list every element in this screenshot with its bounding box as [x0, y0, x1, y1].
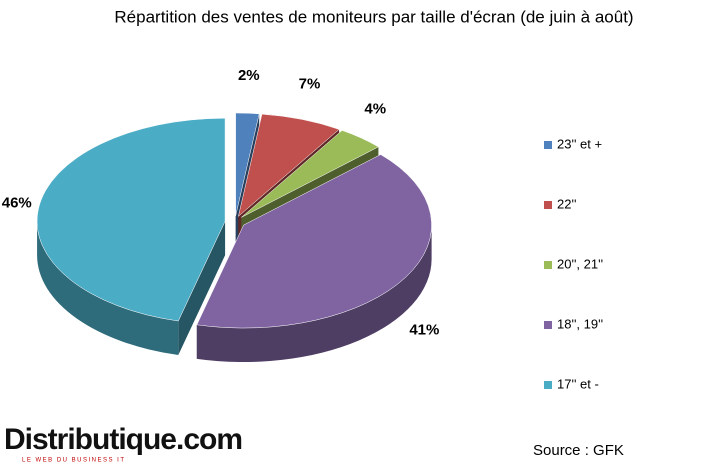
legend-label: 18'', 19'' [557, 316, 603, 331]
data-label: 4% [364, 100, 386, 117]
legend-label: 22'' [557, 196, 576, 211]
slice [235, 112, 260, 217]
legend-label: 20'', 21'' [557, 256, 603, 271]
logo: Distributique.com [4, 423, 242, 456]
slice [237, 113, 340, 218]
data-label: 46% [2, 195, 32, 212]
logo-tagline: LE WEB DU BUSINESS IT [22, 458, 126, 464]
data-label: 7% [299, 75, 321, 92]
slice-side [37, 221, 179, 356]
legend-label: 23'' et + [557, 136, 602, 151]
legend-swatch [544, 201, 552, 209]
chart-title: Répartition des ventes de moniteurs par … [114, 7, 633, 26]
slice [241, 130, 379, 218]
legend-swatch [544, 141, 552, 149]
legend-swatch [544, 261, 552, 269]
legend-swatch [544, 321, 552, 329]
legend-label: 17'' et - [557, 376, 599, 391]
pie: 2% 7% 4% 41% 46% [2, 67, 439, 363]
legend-swatch [544, 381, 552, 389]
source: Source : GFK [533, 442, 624, 459]
legend: 23'' et + 22'' 20'', 21'' 18'', 19'' 17'' et… [544, 136, 603, 391]
data-label: 2% [238, 67, 260, 84]
slice-side [196, 225, 432, 363]
slice [36, 117, 226, 322]
slice [196, 154, 432, 329]
data-label: 41% [409, 321, 439, 338]
slice-edge [178, 221, 226, 356]
